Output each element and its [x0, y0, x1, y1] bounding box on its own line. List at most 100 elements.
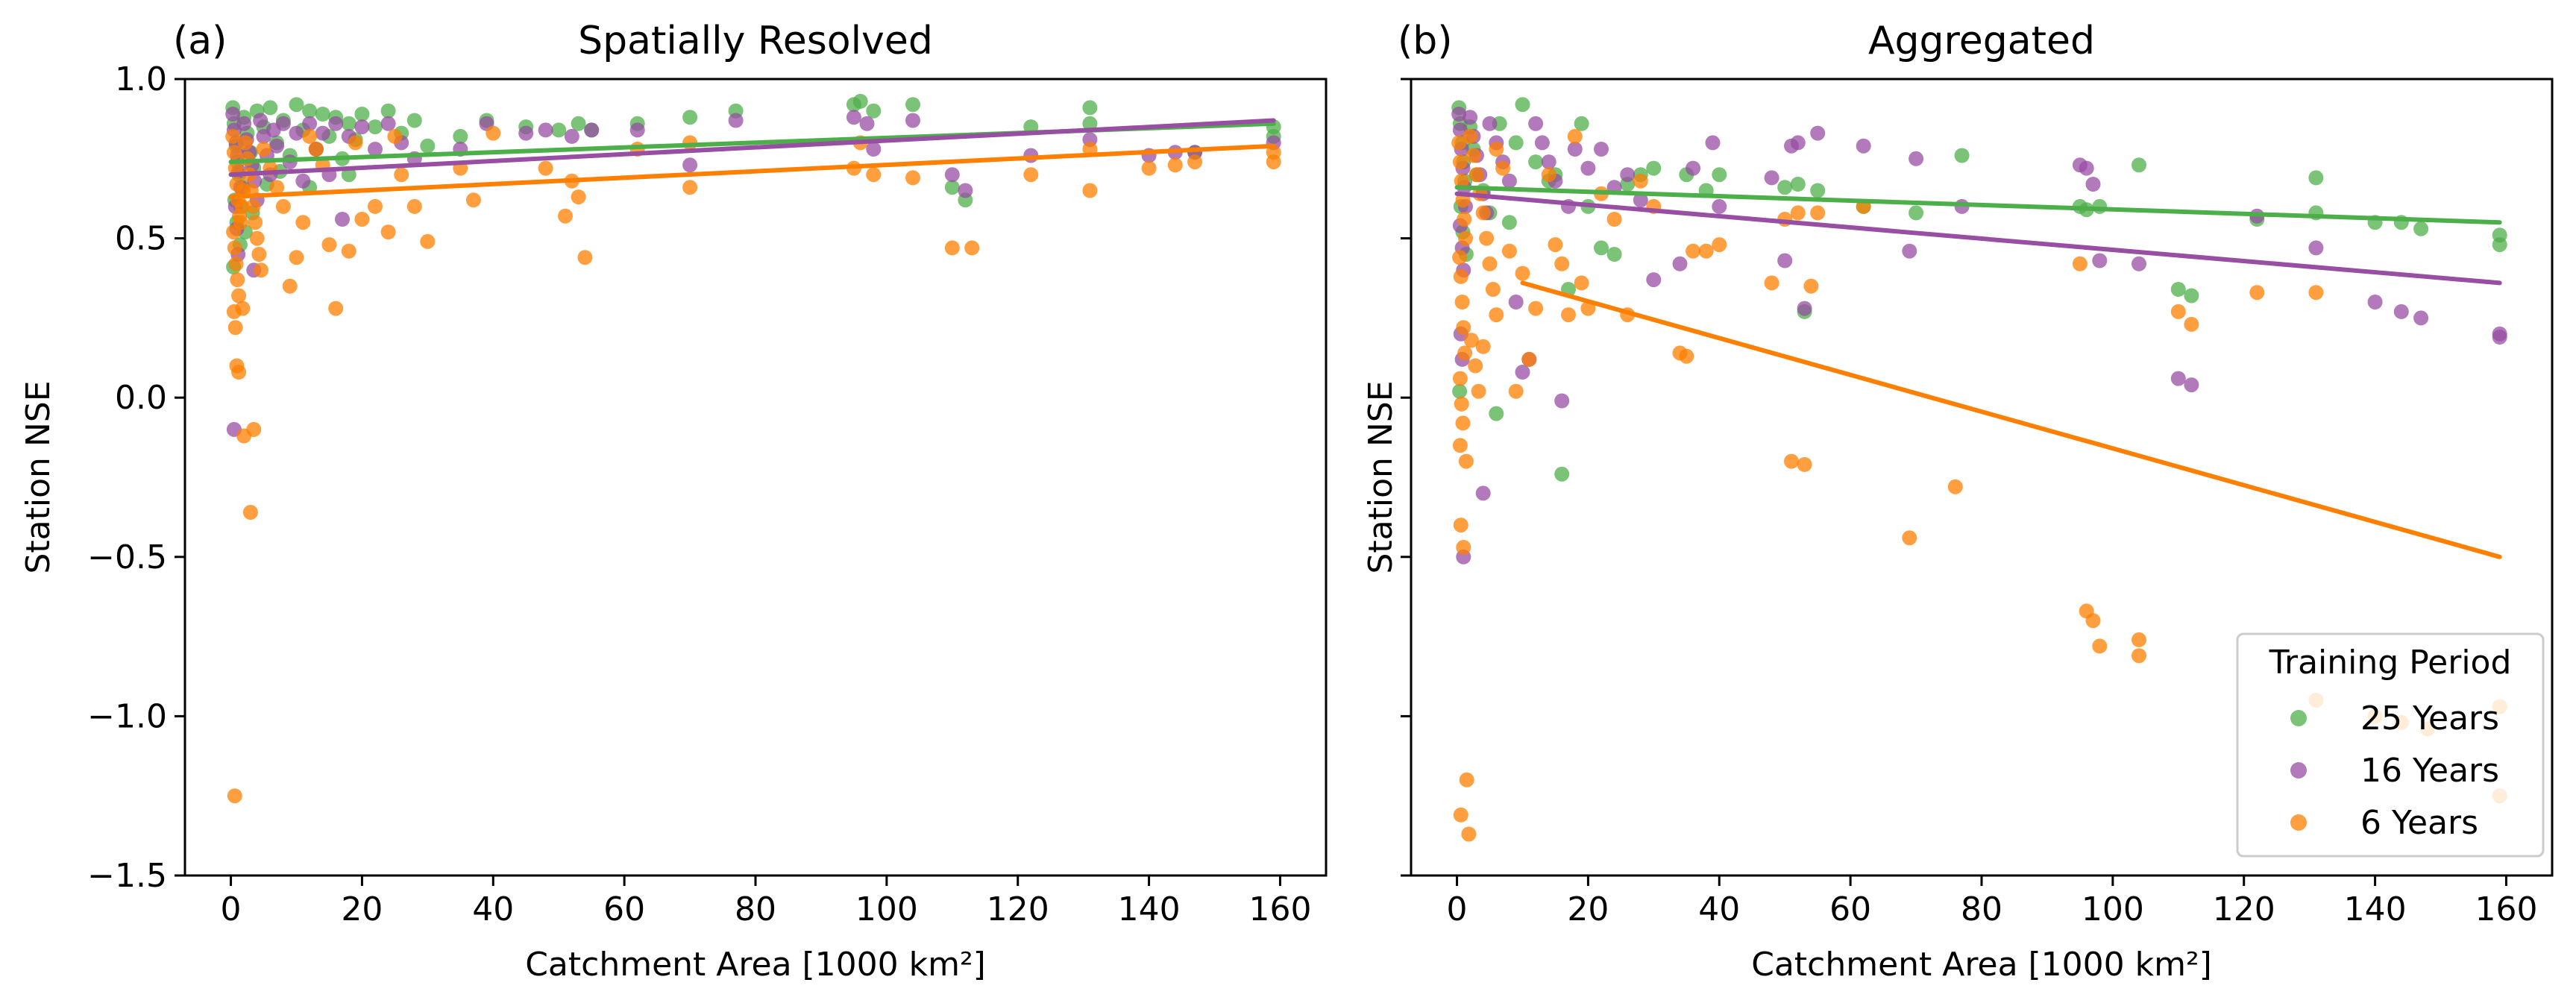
point-25y	[2308, 170, 2324, 186]
point-6y	[1803, 278, 1819, 294]
panel-b-ylabel: Station NSE	[1362, 380, 1400, 573]
point-6y	[1797, 456, 1812, 472]
panel-b-frame	[1410, 78, 2554, 877]
point-6y	[256, 142, 271, 157]
point-6y	[558, 208, 573, 224]
point-25y	[2184, 288, 2199, 304]
point-16y	[1508, 295, 1524, 309]
point-6y	[1453, 518, 1468, 533]
point-25y	[1606, 247, 1622, 262]
point-6y	[486, 125, 501, 141]
point-25y	[1082, 116, 1098, 131]
point-6y	[1452, 371, 1468, 386]
point-25y	[682, 110, 698, 125]
point-16y	[1856, 138, 1871, 154]
point-6y	[321, 237, 337, 253]
point-25y	[571, 116, 586, 131]
point-6y	[1468, 358, 1483, 374]
point-25y	[1810, 183, 1826, 198]
panel-label-b: (b)	[1398, 19, 1453, 63]
point-6y	[1698, 243, 1714, 259]
point-6y	[225, 128, 241, 144]
ytick-label: 0.5	[115, 220, 167, 258]
point-6y	[1810, 205, 1826, 221]
panel-a-xticks: 0 20 40 60 80 100 120 140 160	[221, 875, 1311, 928]
point-6y	[1548, 237, 1563, 253]
point-6y	[2132, 632, 2146, 647]
point-6y	[233, 215, 248, 230]
point-6y	[944, 240, 960, 256]
point-6y	[1790, 205, 1806, 221]
fit-line-16y	[1454, 191, 2502, 286]
xtick-label: 160	[1248, 890, 1311, 928]
xtick-label: 60	[1829, 890, 1871, 928]
point-16y	[1686, 160, 1701, 176]
point-16y	[275, 116, 291, 131]
fit-line-6y	[228, 143, 1276, 200]
point-16y	[1541, 154, 1556, 170]
legend-label-6-years: 6 Years	[2360, 804, 2478, 842]
point-16y	[846, 110, 861, 125]
ytick-label: 1.0	[115, 60, 167, 98]
point-16y	[682, 157, 698, 173]
point-16y	[2492, 330, 2507, 345]
point-16y	[728, 113, 744, 128]
point-6y	[2092, 638, 2108, 654]
point-6y	[1454, 173, 1469, 189]
point-6y	[1679, 348, 1694, 364]
point-16y	[1463, 110, 1478, 125]
fit-line-16y	[228, 118, 1276, 177]
panel-a-title: Spatially Resolved	[578, 19, 933, 63]
xtick-label: 20	[1567, 890, 1609, 928]
point-6y	[905, 170, 920, 186]
point-6y	[1495, 160, 1511, 176]
xtick-label: 100	[855, 890, 918, 928]
point-6y	[239, 151, 255, 166]
point-6y	[289, 250, 304, 265]
point-25y	[302, 103, 318, 119]
point-25y	[1528, 154, 1544, 170]
xtick-label: 120	[2213, 890, 2275, 928]
point-16y	[289, 125, 304, 141]
point-16y	[2308, 240, 2324, 256]
point-25y	[1594, 240, 1609, 256]
point-6y	[577, 250, 593, 265]
point-25y	[2492, 237, 2507, 253]
xtick-label: 40	[472, 890, 514, 928]
point-6y	[2170, 304, 2186, 319]
point-6y	[1463, 128, 1478, 144]
point-6y	[1458, 230, 1473, 246]
point-6y	[348, 135, 363, 151]
point-6y	[341, 243, 356, 259]
point-6y	[1528, 301, 1544, 316]
xtick-label: 20	[341, 890, 383, 928]
point-25y	[1554, 466, 1570, 482]
point-6y	[251, 247, 267, 262]
point-6y	[282, 278, 298, 294]
xtick-label: 120	[987, 890, 1049, 928]
point-6y	[1479, 230, 1495, 246]
point-6y	[1452, 154, 1468, 170]
point-6y	[1461, 826, 1477, 842]
point-6y	[1501, 243, 1517, 259]
point-16y	[354, 119, 370, 135]
legend: Training Period 25 Years 16 Years 6 Year…	[2236, 632, 2545, 858]
panel-a-xlabel: Catchment Area [1000 km²]	[525, 946, 986, 984]
panel-a-frame	[183, 78, 1328, 877]
legend-title: Training Period	[2269, 644, 2512, 682]
point-16y	[518, 125, 534, 141]
legend-marker-25-years	[2290, 710, 2307, 726]
point-6y	[231, 365, 247, 380]
point-6y	[302, 128, 318, 144]
point-16y	[295, 173, 311, 189]
point-16y	[1810, 125, 1826, 141]
fit-line-6y	[1520, 280, 2502, 559]
point-16y	[2079, 160, 2094, 176]
xtick-label: 100	[2082, 890, 2144, 928]
xtick-label: 0	[221, 890, 242, 928]
point-6y	[538, 160, 553, 176]
point-16y	[629, 122, 645, 138]
point-16y	[1797, 301, 1812, 316]
point-6y	[1452, 438, 1468, 453]
point-16y	[564, 128, 579, 144]
